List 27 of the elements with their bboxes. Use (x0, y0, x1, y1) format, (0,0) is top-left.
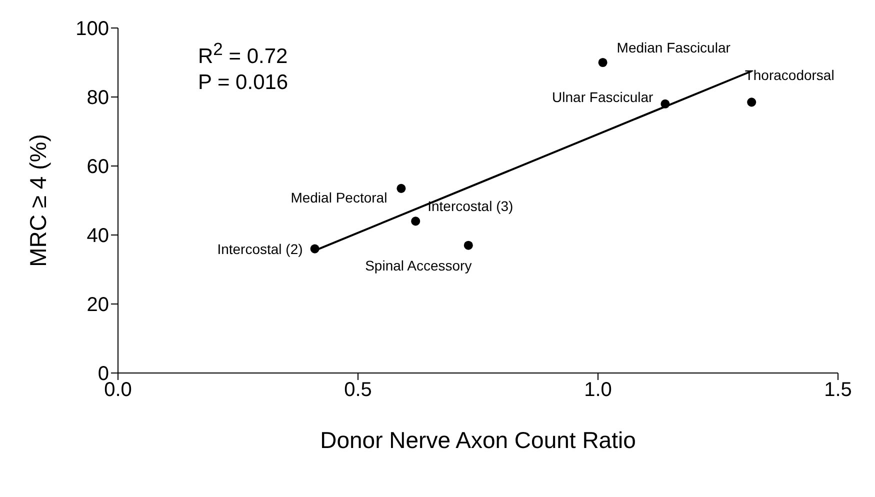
y-tick-label: 100 (76, 18, 109, 40)
annotation: Spinal Accessory (365, 257, 472, 274)
annotation: Thoracodorsal (744, 67, 834, 84)
y-tick-label: 80 (86, 87, 109, 110)
annotation: Median Fascicular (616, 40, 731, 56)
y-axis-title: MRC ≥ 4 (%) (25, 134, 52, 267)
x-tick-label: 1.0 (584, 379, 612, 402)
annotation: Ulnar Fascicular (552, 88, 654, 105)
point (747, 98, 756, 107)
x-axis-title: Donor Nerve Axon Count Ratio (320, 427, 636, 453)
y-tick-label: 40 (86, 225, 109, 248)
point (411, 216, 420, 226)
point (396, 184, 406, 193)
annotation: R$^{2}$ = 0.72 (198, 38, 288, 70)
x-tick-label: 1.5 (824, 379, 852, 402)
x-tick-label: 0.0 (104, 379, 132, 402)
y-tick-label: 20 (86, 294, 109, 316)
point (464, 240, 473, 250)
annotation: Medial Pectoral (290, 189, 388, 206)
point (310, 244, 320, 254)
annotation: Intercostal (3) (428, 198, 514, 214)
point (660, 99, 670, 108)
x-tick-label: 0.5 (344, 379, 372, 402)
annotation: P = 0.016 (198, 70, 288, 96)
point (598, 58, 608, 68)
y-tick-label: 60 (86, 156, 109, 178)
annotation: Intercostal (2) (217, 240, 303, 257)
